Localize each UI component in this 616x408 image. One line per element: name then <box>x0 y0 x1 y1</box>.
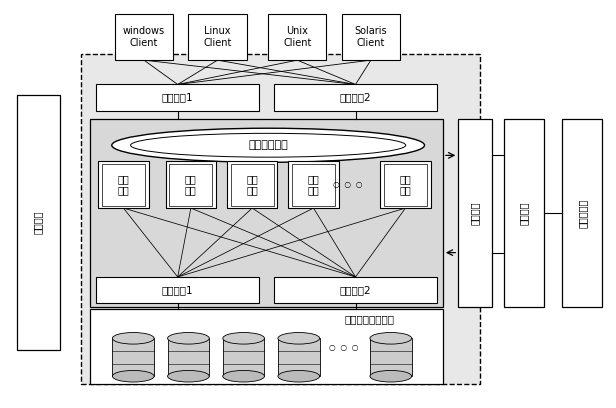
Text: 系统管理员: 系统管理员 <box>577 198 588 228</box>
Text: 数据
节点: 数据 节点 <box>185 174 197 195</box>
Bar <box>97 84 259 111</box>
Bar <box>292 164 335 206</box>
Bar <box>102 164 145 206</box>
Text: ○  ○  ○: ○ ○ ○ <box>329 344 359 353</box>
Text: Solaris
Client: Solaris Client <box>355 26 387 48</box>
Bar <box>97 277 259 303</box>
Text: 数据网的1: 数据网的1 <box>162 93 193 103</box>
Text: 全局命名空间: 全局命名空间 <box>248 140 288 150</box>
Text: 集群共享存储设备: 集群共享存储设备 <box>344 315 394 324</box>
Bar <box>562 119 602 307</box>
Bar <box>342 13 400 60</box>
Text: 数据
节点: 数据 节点 <box>400 174 411 195</box>
Bar <box>91 119 443 307</box>
Text: windows
Client: windows Client <box>123 26 165 48</box>
Bar <box>278 338 320 376</box>
Ellipse shape <box>168 370 209 382</box>
Bar <box>112 338 154 376</box>
Bar <box>115 13 173 60</box>
Bar <box>370 338 411 376</box>
Bar <box>17 95 60 350</box>
Bar <box>288 162 339 208</box>
Bar <box>99 162 148 208</box>
Text: 存储网的1: 存储网的1 <box>162 285 193 295</box>
Bar <box>227 162 277 208</box>
Ellipse shape <box>223 370 264 382</box>
Bar <box>81 54 480 384</box>
Text: 管理网络: 管理网络 <box>470 202 480 225</box>
Text: Unix
Client: Unix Client <box>283 26 312 48</box>
Ellipse shape <box>168 333 209 344</box>
Text: 数据网的2: 数据网的2 <box>339 93 371 103</box>
Bar <box>188 13 246 60</box>
Ellipse shape <box>370 333 411 344</box>
Ellipse shape <box>278 370 320 382</box>
Bar <box>274 84 437 111</box>
Text: 安全机制: 安全机制 <box>33 211 43 234</box>
Text: Linux
Client: Linux Client <box>203 26 232 48</box>
Bar <box>91 309 443 384</box>
Bar <box>223 338 264 376</box>
Bar <box>168 338 209 376</box>
Text: 管理接口: 管理接口 <box>519 202 529 225</box>
Ellipse shape <box>131 133 406 157</box>
Ellipse shape <box>370 370 411 382</box>
Bar <box>384 164 427 206</box>
Bar <box>166 162 216 208</box>
Bar <box>231 164 274 206</box>
Bar <box>505 119 544 307</box>
Text: 控制
节点: 控制 节点 <box>118 174 129 195</box>
Text: 数据
节点: 数据 节点 <box>246 174 258 195</box>
Text: 数据
节点: 数据 节点 <box>307 174 319 195</box>
Bar <box>268 13 326 60</box>
Bar <box>380 162 431 208</box>
Ellipse shape <box>112 333 154 344</box>
Bar <box>274 277 437 303</box>
Text: 存储网的2: 存储网的2 <box>339 285 371 295</box>
Ellipse shape <box>111 128 424 162</box>
Text: ○  ○  ○: ○ ○ ○ <box>333 180 363 189</box>
Ellipse shape <box>278 333 320 344</box>
Bar <box>169 164 213 206</box>
Ellipse shape <box>112 370 154 382</box>
Ellipse shape <box>223 333 264 344</box>
Bar <box>458 119 492 307</box>
